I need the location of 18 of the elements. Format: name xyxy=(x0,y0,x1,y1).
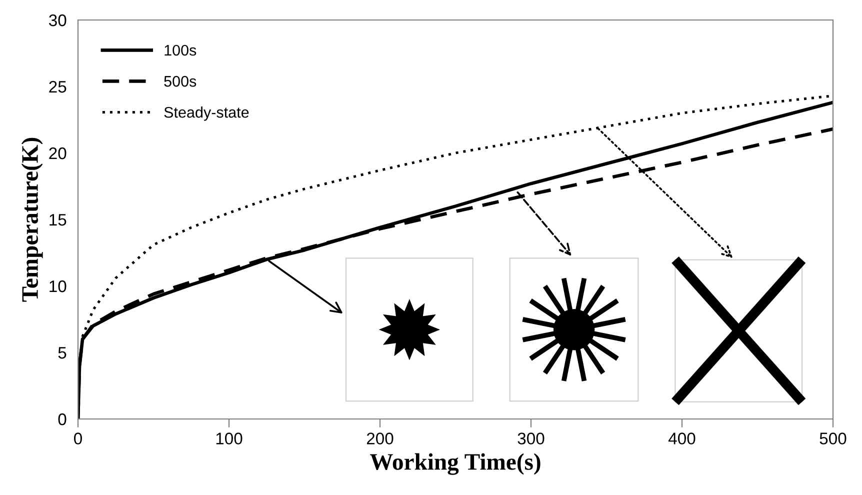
y-tick-label: 10 xyxy=(50,280,66,292)
y-tick-label: 30 xyxy=(48,14,66,26)
legend-label: 500s xyxy=(164,76,196,87)
x-tick-label: 400 xyxy=(668,432,696,444)
x-tick-label: 500 xyxy=(820,432,846,444)
y-tick-label: 0 xyxy=(58,413,66,426)
x-tick-label: 100 xyxy=(216,432,242,444)
y-tick-label: 20 xyxy=(49,147,66,160)
x-axis-title: Working Time(s) xyxy=(370,453,540,475)
legend-label: 100s xyxy=(164,44,196,56)
x-tick-label: 0 xyxy=(74,432,82,444)
y-axis-title: Temperature(K) xyxy=(21,138,43,302)
y-tick-label: 15 xyxy=(50,214,66,226)
y-tick-label: 25 xyxy=(49,80,66,93)
legend-label: Steady-state xyxy=(164,106,249,121)
y-tick-label: 5 xyxy=(58,347,66,359)
x-tick-label: 300 xyxy=(518,432,544,444)
x-tick-label: 200 xyxy=(366,432,394,444)
